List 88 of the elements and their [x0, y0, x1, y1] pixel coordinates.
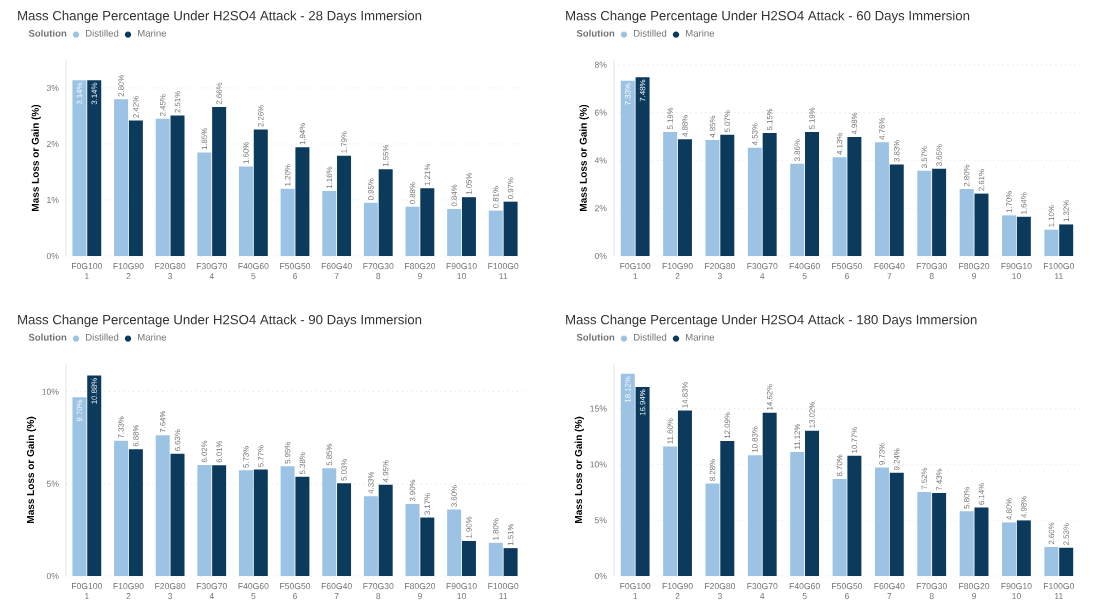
bar [447, 208, 462, 256]
bar [663, 446, 678, 576]
bar [378, 484, 393, 576]
bar [322, 468, 337, 576]
bar [337, 155, 352, 256]
bar [280, 466, 295, 576]
bar [677, 139, 692, 256]
bar [155, 118, 170, 256]
bar [238, 470, 253, 576]
bar [747, 147, 762, 256]
bar [128, 449, 143, 576]
bar [197, 464, 212, 576]
bar [461, 540, 476, 576]
bar [447, 509, 462, 576]
bar [363, 202, 378, 256]
bar [847, 136, 862, 256]
bar [322, 191, 337, 256]
bar [847, 455, 862, 576]
bar [212, 465, 227, 576]
bar [87, 80, 102, 256]
bar [114, 99, 129, 256]
bar [378, 169, 393, 256]
bar [488, 210, 503, 256]
bar [974, 507, 989, 576]
bar [72, 80, 87, 256]
bar [488, 542, 503, 576]
bar [874, 142, 889, 256]
bar [677, 410, 692, 576]
bar [1059, 224, 1074, 256]
bar [889, 164, 904, 256]
bar [155, 435, 170, 576]
bar [620, 373, 635, 576]
bar [280, 188, 295, 256]
bar [72, 397, 87, 576]
bar [620, 80, 635, 256]
bar [461, 197, 476, 256]
bar [128, 120, 143, 256]
bar [212, 107, 227, 256]
bar [1016, 216, 1031, 256]
bar [363, 496, 378, 576]
bar [420, 517, 435, 576]
bar [197, 152, 212, 256]
bar [238, 166, 253, 256]
bar [889, 472, 904, 576]
bar [253, 129, 268, 256]
bar [832, 157, 847, 256]
bar [832, 478, 847, 576]
bar [705, 140, 720, 256]
bar [974, 193, 989, 256]
bar [1002, 522, 1017, 576]
bar [705, 483, 720, 576]
bar [720, 134, 735, 256]
bar [917, 492, 932, 576]
bar [295, 147, 310, 256]
bar [635, 386, 650, 576]
bar [503, 548, 518, 576]
bar [959, 189, 974, 256]
bar [1044, 546, 1059, 576]
bar [932, 493, 947, 576]
bar [720, 441, 735, 576]
bar [405, 504, 420, 576]
bar [762, 412, 777, 576]
bar [874, 467, 889, 576]
bar [420, 188, 435, 256]
bar [1059, 547, 1074, 576]
bar [405, 206, 420, 256]
bar [747, 455, 762, 576]
bar [805, 131, 820, 256]
bar [337, 483, 352, 576]
bar [295, 476, 310, 576]
bar [805, 430, 820, 576]
bar [1044, 229, 1059, 256]
bar [635, 77, 650, 256]
bar [114, 440, 129, 576]
bar [253, 469, 268, 576]
bar [790, 451, 805, 576]
bar [959, 511, 974, 576]
bar [932, 168, 947, 256]
bar [663, 131, 678, 256]
bar [503, 201, 518, 256]
bar [170, 453, 185, 576]
bar [917, 170, 932, 256]
bar [790, 163, 805, 256]
bar [1002, 215, 1017, 256]
bar [170, 115, 185, 256]
bar [762, 132, 777, 256]
bar [87, 375, 102, 576]
bar [1016, 520, 1031, 576]
